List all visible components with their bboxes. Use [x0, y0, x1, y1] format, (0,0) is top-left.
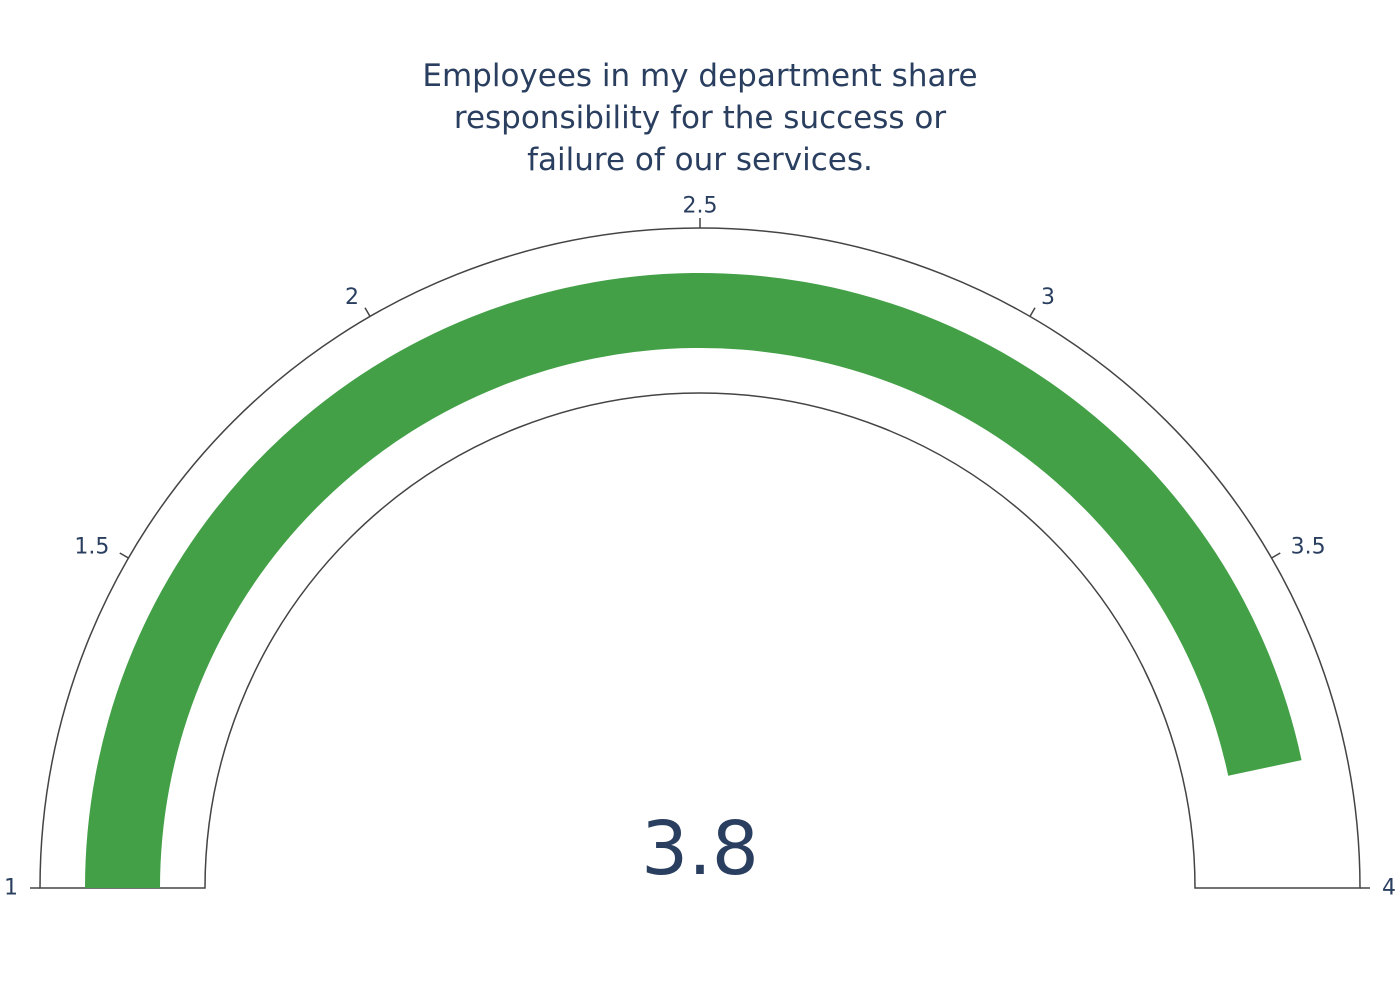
gauge-tick-label: 4 [1382, 876, 1396, 901]
gauge-tick-label: 2.5 [683, 194, 718, 219]
gauge-outline [39, 227, 1361, 889]
gauge-title-line-1: Employees in my department share [422, 58, 978, 94]
gauge-title-line-3: failure of our services. [527, 142, 873, 178]
gauge-tick-label: 3 [1041, 285, 1055, 310]
gauge-tick-mark [119, 552, 129, 559]
gauge-ticks: 1 1.5 2 2.5 3 3.5 4 [4, 194, 1396, 901]
gauge-title-line-2: responsibility for the success or [453, 100, 947, 136]
gauge-tick-mark [364, 307, 371, 317]
gauge-tick-label: 1 [4, 876, 18, 901]
gauge-value-label: 3.8 [641, 806, 759, 892]
gauge-title: Employees in my department share respons… [300, 55, 1100, 181]
gauge-value-bar [85, 272, 1302, 888]
gauge-tick-label: 2 [345, 285, 359, 310]
gauge-tick-label: 1.5 [74, 535, 109, 560]
gauge-tick-mark [1029, 307, 1036, 317]
gauge-tick-label: 3.5 [1291, 535, 1326, 560]
gauge-tick-mark [1271, 552, 1281, 559]
